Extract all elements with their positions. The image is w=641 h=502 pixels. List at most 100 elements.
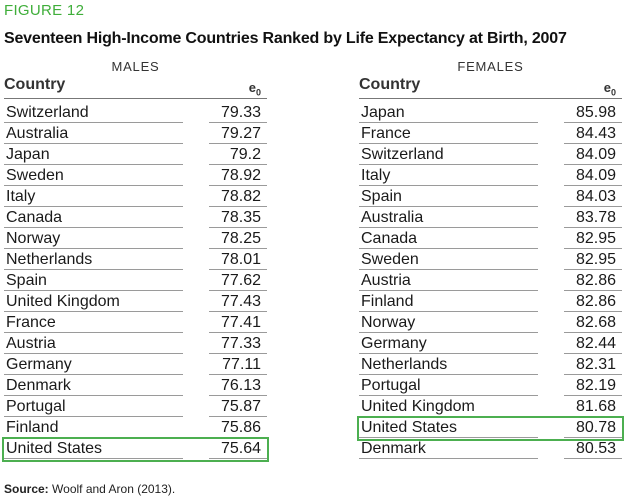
row-underline: [4, 206, 183, 207]
life-expectancy-cell: 75.86: [220, 419, 261, 436]
row-underline: [359, 332, 538, 333]
life-expectancy-cell: 82.86: [575, 272, 616, 289]
row-underline: [359, 164, 538, 165]
row-underline: [564, 311, 622, 312]
country-cell: Spain: [361, 188, 402, 205]
life-expectancy-cell: 76.13: [220, 377, 261, 394]
row-underline: [209, 269, 267, 270]
row-underline: [4, 164, 183, 165]
table-row: Norway 78.25: [4, 229, 267, 250]
table-row: France 84.43: [359, 124, 622, 145]
life-expectancy-cell: 75.64: [220, 440, 261, 457]
row-underline: [4, 374, 183, 375]
country-cell: Italy: [361, 167, 391, 184]
life-expectancy-cell: 80.53: [575, 440, 616, 457]
country-cell: Denmark: [6, 377, 71, 394]
row-underline: [209, 332, 267, 333]
country-cell: Portugal: [361, 377, 421, 394]
row-underline: [209, 311, 267, 312]
country-cell: United Kingdom: [6, 293, 120, 310]
males-rows: Switzerland 79.33 Australia 79.27 Japan 79.2 S…: [2, 103, 269, 462]
life-expectancy-cell: 84.03: [575, 188, 616, 205]
females-row-highlighted: United States 80.78: [357, 416, 624, 441]
table-row: United Kingdom 77.43: [4, 292, 267, 313]
row-underline: [4, 269, 183, 270]
row-underline: [564, 290, 622, 291]
life-expectancy-cell: 84.43: [575, 125, 616, 142]
country-cell: Finland: [6, 419, 59, 436]
row-underline: [4, 395, 183, 396]
country-cell: United States: [361, 419, 458, 436]
table-row: Finland 82.86: [359, 292, 622, 313]
row-underline: [564, 143, 622, 144]
row-underline: [564, 248, 622, 249]
source-note: Source: Woolf and Aron (2013).: [4, 482, 175, 496]
row-underline: [564, 185, 622, 186]
row-underline: [359, 143, 538, 144]
table-row: Spain 84.03: [359, 187, 622, 208]
life-expectancy-cell: 78.92: [220, 167, 261, 184]
row-underline: [209, 248, 267, 249]
row-underline: [359, 353, 538, 354]
life-expectancy-cell: 82.19: [575, 377, 616, 394]
females-group-title: FEMALES: [457, 59, 524, 74]
males-country-header: Country: [4, 76, 66, 93]
row-underline: [359, 269, 538, 270]
row-underline: [564, 269, 622, 270]
life-expectancy-cell: 78.35: [220, 209, 261, 226]
country-cell: United Kingdom: [361, 398, 475, 415]
life-expectancy-cell: 82.31: [575, 356, 616, 373]
row-underline: [4, 353, 183, 354]
country-cell: Denmark: [361, 440, 426, 457]
row-underline: [209, 458, 267, 459]
country-cell: Japan: [6, 146, 50, 163]
table-row: Switzerland 84.09: [359, 145, 622, 166]
row-underline: [359, 458, 538, 459]
row-underline: [564, 206, 622, 207]
country-cell: United States: [6, 440, 103, 457]
row-underline: [359, 290, 538, 291]
country-cell: Netherlands: [361, 356, 448, 373]
table-row: Canada 82.95: [359, 229, 622, 250]
row-underline: [564, 395, 622, 396]
row-underline: [4, 143, 183, 144]
row-underline: [564, 458, 622, 459]
table-row: Finland 75.86: [4, 418, 267, 439]
source-text: Woolf and Aron (2013).: [52, 482, 176, 496]
row-underline: [359, 206, 538, 207]
females-e0-header: e0: [604, 80, 616, 98]
figure-title: Seventeen High-Income Countries Ranked b…: [4, 30, 567, 47]
country-cell: Japan: [361, 104, 405, 121]
row-underline: [4, 458, 183, 459]
row-underline: [209, 353, 267, 354]
row-underline: [4, 437, 183, 438]
country-cell: Norway: [6, 230, 61, 247]
males-group-title: MALES: [111, 59, 160, 74]
table-row: Germany 77.11: [4, 355, 267, 376]
row-underline: [209, 206, 267, 207]
life-expectancy-cell: 78.82: [220, 188, 261, 205]
country-cell: Germany: [361, 335, 427, 352]
row-underline: [359, 395, 538, 396]
males-e0-base: e: [248, 80, 256, 95]
row-underline: [359, 311, 538, 312]
males-header-row: Country e0: [4, 76, 267, 99]
life-expectancy-cell: 77.43: [220, 293, 261, 310]
life-expectancy-cell: 82.44: [575, 335, 616, 352]
table-row: Canada 78.35: [4, 208, 267, 229]
country-cell: France: [361, 125, 411, 142]
life-expectancy-cell: 82.95: [575, 230, 616, 247]
country-cell: Italy: [6, 188, 36, 205]
females-rows: Japan 85.98 France 84.43 Switzerland 84.09 Ita…: [357, 103, 624, 460]
row-underline: [564, 437, 622, 438]
row-underline: [359, 227, 538, 228]
country-cell: Spain: [6, 272, 47, 289]
table-row: Portugal 75.87: [4, 397, 267, 418]
country-cell: Finland: [361, 293, 414, 310]
males-e0-sub: 0: [255, 87, 261, 98]
table-row: Sweden 82.95: [359, 250, 622, 271]
table-row: Netherlands 78.01: [4, 250, 267, 271]
row-underline: [209, 374, 267, 375]
table-row: Australia 83.78: [359, 208, 622, 229]
row-underline: [209, 290, 267, 291]
